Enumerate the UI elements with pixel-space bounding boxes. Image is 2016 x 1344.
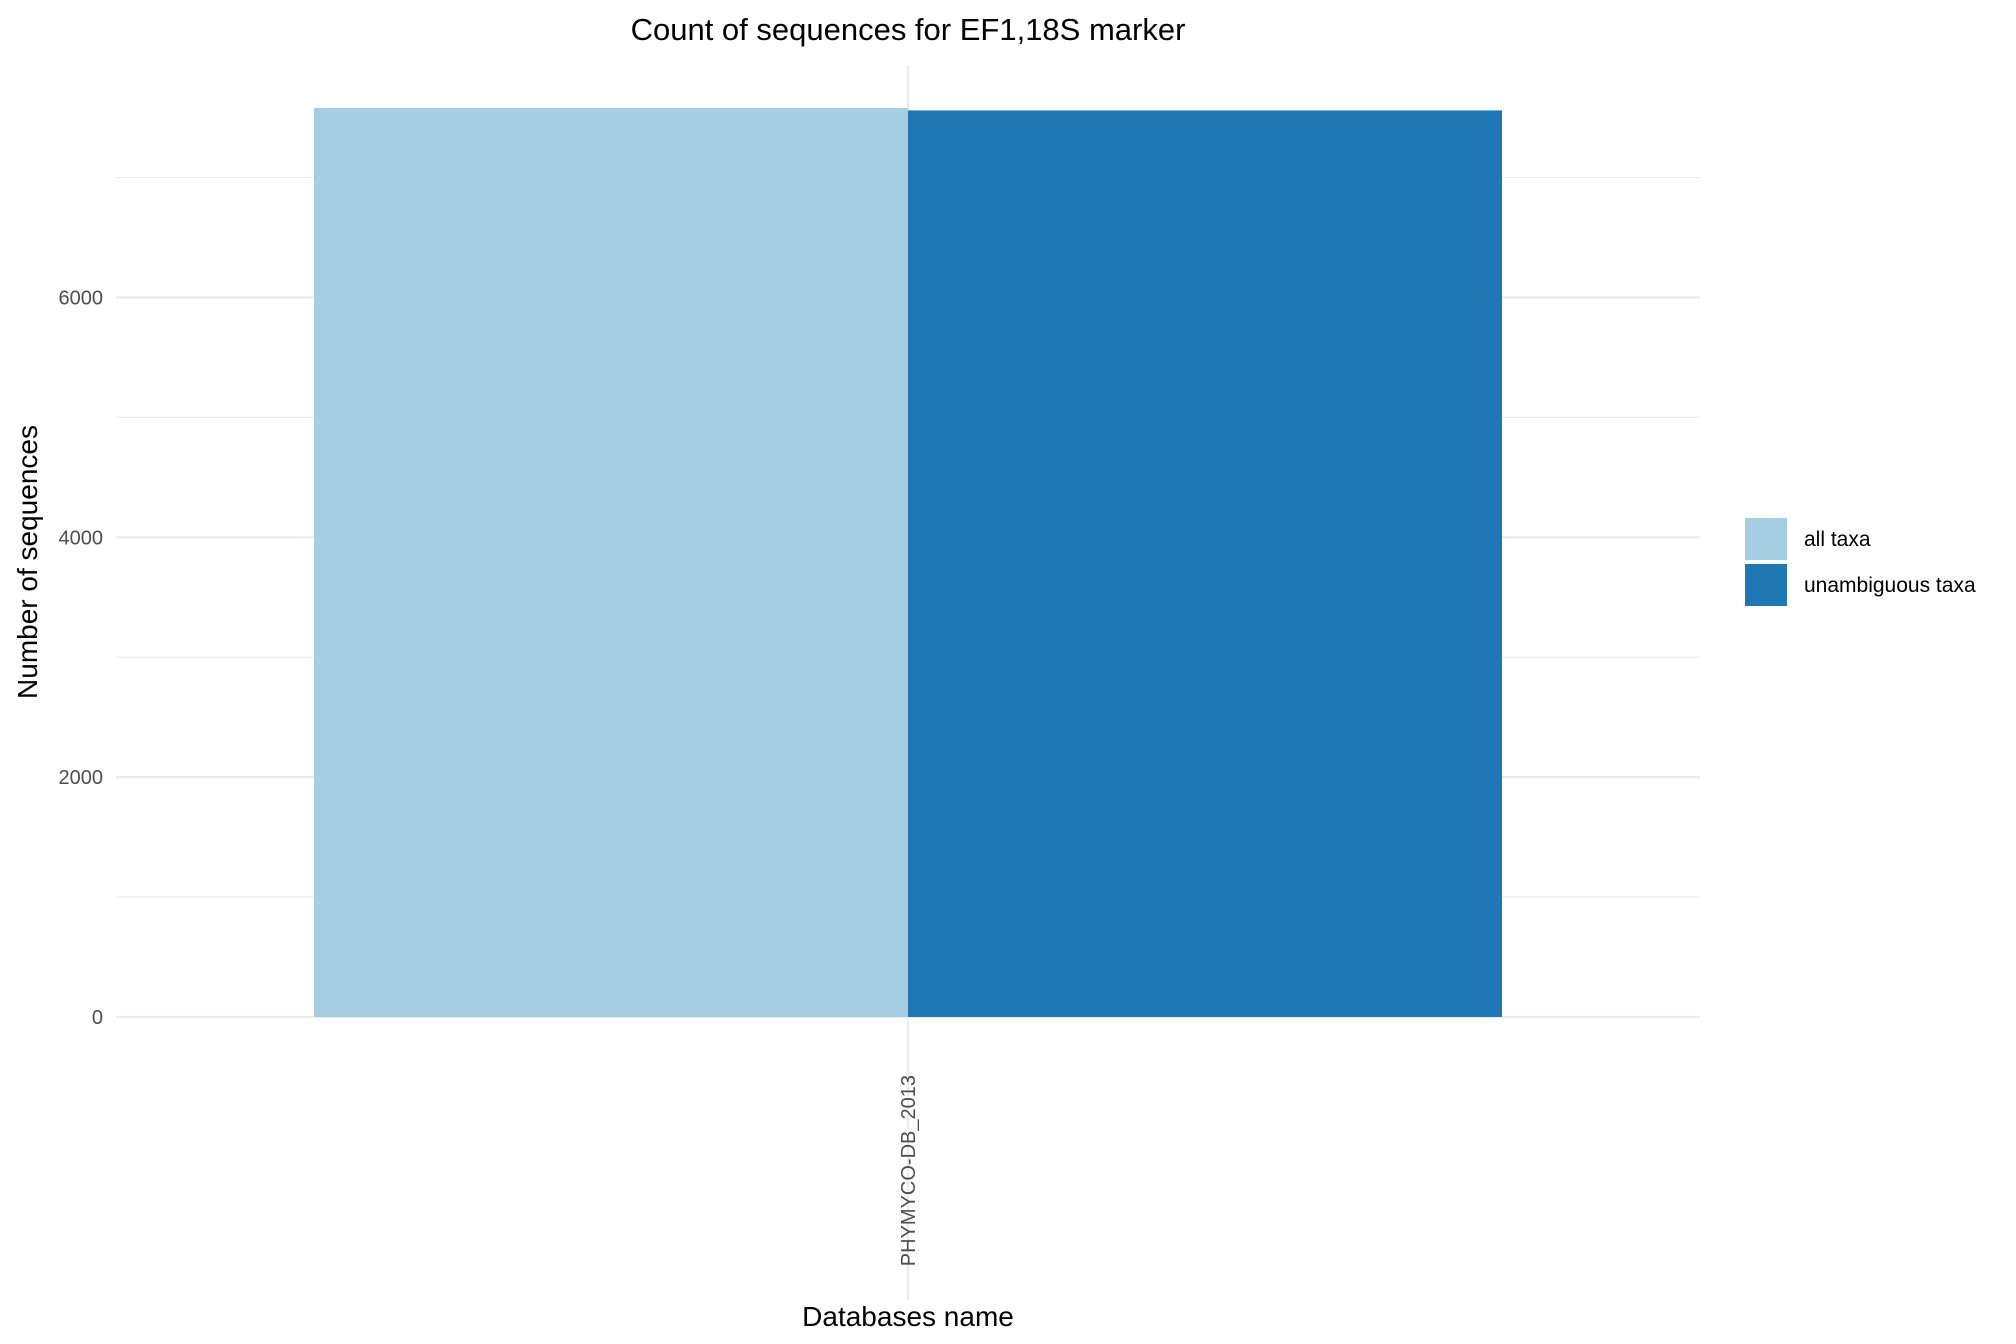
- legend-label: unambiguous taxa: [1804, 574, 1976, 597]
- x-axis-ticks: PHYMYCO-DB_2013: [898, 1075, 920, 1266]
- bar-unambiguous-taxa: [908, 110, 1502, 1017]
- x-axis-title: Databases name: [802, 1301, 1014, 1332]
- y-axis-title: Number of sequences: [12, 425, 43, 699]
- x-tick-label: PHYMYCO-DB_2013: [898, 1075, 920, 1266]
- legend-label: all taxa: [1804, 528, 1871, 551]
- legend-key-all-taxa: [1745, 518, 1787, 560]
- bar-all-taxa: [314, 108, 908, 1017]
- legend: all taxa unambiguous taxa: [1745, 518, 1976, 606]
- y-axis-ticks: 0 2000 4000 6000: [59, 287, 104, 1029]
- chart-title: Count of sequences for EF1,18S marker: [631, 12, 1186, 47]
- y-tick-label: 0: [92, 1007, 103, 1029]
- legend-key-unambiguous-taxa: [1745, 564, 1787, 606]
- y-tick-label: 4000: [59, 527, 104, 549]
- bars: [314, 108, 1502, 1017]
- y-tick-label: 6000: [59, 287, 104, 309]
- y-tick-label: 2000: [59, 767, 104, 789]
